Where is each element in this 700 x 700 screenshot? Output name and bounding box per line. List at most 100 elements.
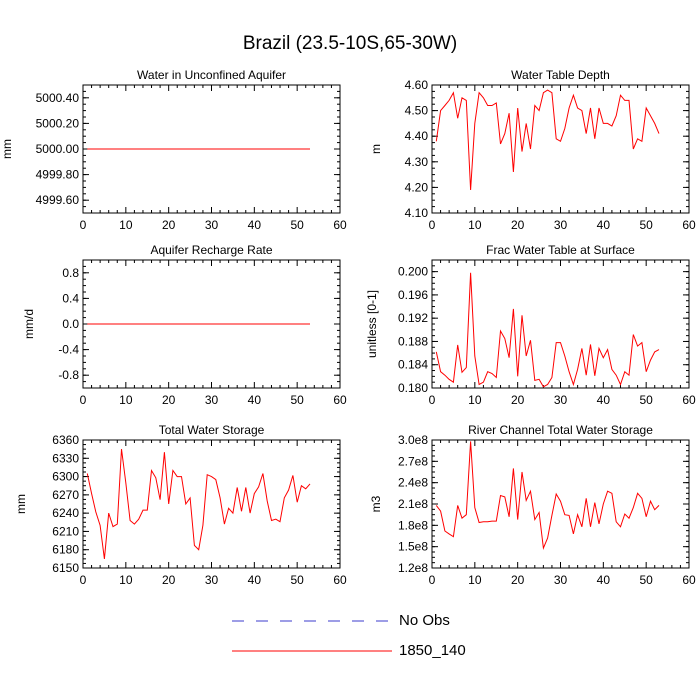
x-tick-label: 50 (290, 218, 304, 232)
legend (232, 620, 392, 652)
legend-label-no-obs: No Obs (399, 612, 450, 629)
y-tick-label: 4.30 (405, 155, 429, 169)
y-tick-label: 0.192 (398, 311, 428, 325)
x-tick-label: 60 (333, 573, 347, 587)
x-tick-label: 20 (162, 573, 176, 587)
y-tick-label: 4.40 (405, 129, 429, 143)
series-line (86, 449, 311, 559)
legend-label-run: 1850_140 (399, 642, 466, 659)
chart-panel-1: Water in Unconfined Aquifer mm 0 10 20 30 40 50… (0, 68, 347, 232)
x-tick-label: 20 (162, 393, 176, 407)
y-tick-label: 6330 (52, 451, 79, 465)
x-tick-label: 0 (429, 218, 436, 232)
x-tick-label: 60 (682, 393, 696, 407)
y-tick-label: 0.8 (62, 266, 79, 280)
x-tick-label: 50 (639, 573, 653, 587)
y-axis-label: m3 (369, 495, 383, 512)
x-tick-label: 40 (248, 218, 262, 232)
plot-frame (431, 84, 690, 214)
y-tick-label: 0.180 (398, 381, 428, 395)
chart-panel-6: River Channel Total Water Storage m3 0 10 20… (369, 423, 696, 587)
x-tick-label: 10 (119, 573, 133, 587)
x-tick-label: 30 (205, 573, 219, 587)
y-tick-label: 6270 (52, 488, 79, 502)
x-tick-label: 0 (429, 573, 436, 587)
y-tick-label: 3.0e8 (398, 433, 428, 447)
x-tick-label: 40 (248, 573, 262, 587)
x-tick-label: 30 (554, 393, 568, 407)
y-tick-label: 0.196 (398, 288, 428, 302)
x-tick-label: 30 (554, 573, 568, 587)
x-tick-label: 0 (80, 573, 87, 587)
series-line (435, 272, 660, 388)
x-tick-label: 10 (119, 218, 133, 232)
y-tick-label: 4999.80 (36, 168, 80, 182)
x-tick-label: 20 (162, 218, 176, 232)
y-tick-label: 0.4 (62, 291, 79, 305)
y-tick-label: 1.5e8 (398, 540, 428, 554)
x-tick-label: 60 (333, 218, 347, 232)
y-tick-label: 4.10 (405, 206, 429, 220)
y-tick-label: 4999.60 (36, 193, 80, 207)
x-tick-label: 50 (639, 393, 653, 407)
x-tick-label: 10 (119, 393, 133, 407)
y-axis-label: m (369, 144, 383, 154)
x-tick-label: 30 (554, 218, 568, 232)
x-tick-label: 20 (511, 218, 525, 232)
x-tick-label: 40 (597, 393, 611, 407)
x-tick-label: 30 (205, 218, 219, 232)
y-tick-label: -0.8 (58, 368, 79, 382)
y-tick-label: 6180 (52, 543, 79, 557)
y-tick-label: 1.8e8 (398, 518, 428, 532)
y-tick-label: 4.20 (405, 180, 429, 194)
chart-panel-4: Frac Water Table at Surface unitless [0-1… (365, 243, 696, 407)
panel-title: Total Water Storage (159, 423, 265, 437)
y-tick-label: 0.184 (398, 358, 428, 372)
panel-title: Water Table Depth (511, 68, 610, 82)
chart-panel-5: Total Water Storage mm 0 10 20 30 40 50 60 6150 61… (14, 423, 347, 587)
x-tick-label: 10 (468, 573, 482, 587)
y-tick-label: 0.200 (398, 265, 428, 279)
y-tick-label: 2.4e8 (398, 476, 428, 490)
y-tick-label: 2.1e8 (398, 497, 428, 511)
x-tick-label: 10 (468, 393, 482, 407)
x-tick-label: 40 (248, 393, 262, 407)
chart-panel-2: Water Table Depth m 0 10 20 30 40 50 60 4.10 4.20 4… (369, 68, 696, 232)
y-axis-label: mm/d (22, 309, 36, 339)
x-tick-label: 50 (290, 573, 304, 587)
x-tick-label: 40 (597, 573, 611, 587)
x-tick-label: 60 (333, 393, 347, 407)
x-tick-label: 30 (205, 393, 219, 407)
y-axis-label: mm (14, 494, 28, 514)
x-tick-label: 20 (511, 393, 525, 407)
y-tick-label: 2.7e8 (398, 454, 428, 468)
panel-title: Frac Water Table at Surface (486, 243, 635, 257)
y-axis-label: unitless [0-1] (365, 290, 379, 358)
y-tick-label: 6240 (52, 506, 79, 520)
x-tick-label: 60 (682, 218, 696, 232)
x-tick-label: 0 (80, 393, 87, 407)
y-tick-label: 4.50 (405, 104, 429, 118)
panel-title: Aquifer Recharge Rate (150, 243, 272, 257)
plot-frame (82, 439, 341, 569)
x-tick-label: 10 (468, 218, 482, 232)
x-tick-label: 50 (639, 218, 653, 232)
x-tick-label: 0 (80, 218, 87, 232)
plot-frame (431, 439, 690, 569)
x-tick-label: 0 (429, 393, 436, 407)
y-tick-label: -0.4 (58, 343, 79, 357)
series-line (435, 89, 660, 191)
series-line (435, 441, 660, 551)
y-tick-label: 0.188 (398, 334, 428, 348)
x-tick-label: 50 (290, 393, 304, 407)
x-tick-label: 60 (682, 573, 696, 587)
y-tick-label: 0.0 (62, 317, 79, 331)
y-tick-label: 6210 (52, 524, 79, 538)
y-tick-label: 6300 (52, 470, 79, 484)
y-tick-label: 6150 (52, 561, 79, 575)
y-tick-label: 4.60 (405, 78, 429, 92)
x-tick-label: 40 (597, 218, 611, 232)
panel-title: River Channel Total Water Storage (468, 423, 653, 437)
panel-title: Water in Unconfined Aquifer (137, 68, 286, 82)
